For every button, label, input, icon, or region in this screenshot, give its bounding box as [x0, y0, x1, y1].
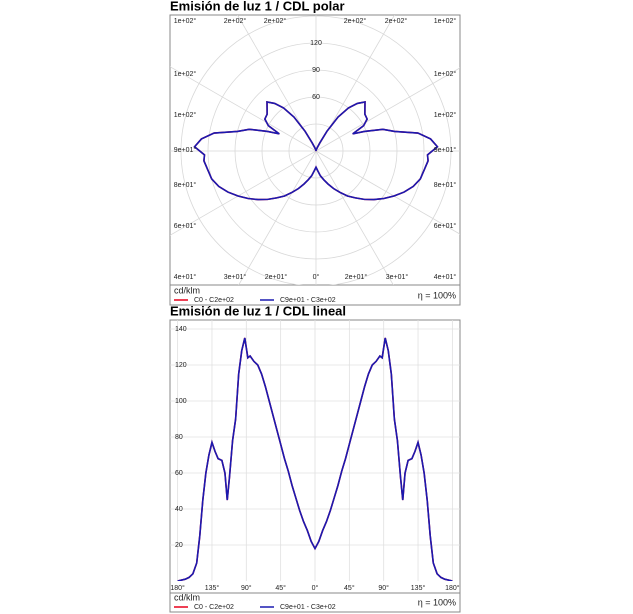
- grid-spoke: [315, 150, 460, 235]
- x-tick-label: 45°: [275, 584, 286, 592]
- efficiency: η = 100%: [418, 597, 456, 607]
- polar-plot: [170, 15, 460, 285]
- angle-label: 8e+01°: [174, 181, 197, 189]
- r-tick-label: 120: [310, 40, 322, 47]
- legend-label: C9e+01 - C3e+02: [280, 604, 336, 611]
- angle-label: 0°: [313, 273, 320, 281]
- angle-label: 9e+01°: [174, 146, 197, 154]
- polar-curve: [193, 101, 439, 201]
- angle-label: 1e+02°: [434, 17, 457, 25]
- y-tick-label: 60: [175, 470, 183, 477]
- angle-label: 2e+01°: [345, 273, 368, 281]
- angle-label: 2e+02°: [224, 17, 247, 25]
- angle-label: 1e+02°: [174, 70, 197, 78]
- angle-label: 2e+02°: [385, 17, 408, 25]
- grid-spoke: [315, 15, 395, 152]
- x-tick-label: 135°: [205, 584, 220, 592]
- efficiency: η = 100%: [418, 290, 456, 300]
- y-tick-label: 80: [175, 434, 183, 441]
- angle-label: 1e+02°: [174, 17, 197, 25]
- y-tick-label: 140: [175, 326, 187, 333]
- y-tick-label: 40: [175, 506, 183, 513]
- legend-label: C0 - C2e+02: [194, 297, 234, 304]
- x-tick-label: 90°: [241, 584, 252, 592]
- angle-label: 2e+02°: [264, 17, 287, 25]
- angle-label: 1e+02°: [434, 111, 457, 119]
- grid-spoke: [315, 150, 394, 285]
- angle-label: 4e+01°: [434, 273, 457, 281]
- unit-label: cd/klm: [174, 285, 200, 295]
- y-tick-label: 20: [175, 542, 183, 549]
- angle-label: 6e+01°: [434, 222, 457, 230]
- x-tick-label: 180°: [170, 584, 185, 592]
- angle-label: 2e+02°: [344, 17, 367, 25]
- unit-label: cd/klm: [174, 592, 200, 602]
- legend-label: C0 - C2e+02: [194, 604, 234, 611]
- x-tick-label: 45°: [344, 584, 355, 592]
- r-tick-label: 90: [312, 67, 320, 74]
- y-tick-label: 120: [175, 362, 187, 369]
- r-tick-label: 60: [312, 94, 320, 101]
- grid-spoke: [170, 150, 317, 236]
- angle-label: 1e+02°: [174, 111, 197, 119]
- grid-spoke: [237, 15, 317, 152]
- grid-spoke: [315, 67, 460, 152]
- angle-label: 3e+01°: [386, 273, 409, 281]
- angle-label: 2e+01°: [265, 273, 288, 281]
- angle-label: 3e+01°: [224, 273, 247, 281]
- x-tick-label: 135°: [411, 584, 426, 592]
- chart-title: Emisión de luz 1 / CDL lineal: [170, 303, 346, 318]
- frame: [169, 14, 461, 306]
- angle-label: 8e+01°: [434, 181, 457, 189]
- x-tick-label: 0°: [312, 584, 319, 592]
- y-tick-label: 100: [175, 398, 187, 405]
- angle-label: 6e+01°: [174, 222, 197, 230]
- chart-title: Emisión de luz 1 / CDL polar: [170, 0, 345, 13]
- line-series: [177, 337, 453, 581]
- line-plot: [170, 320, 460, 581]
- x-tick-label: 90°: [378, 584, 389, 592]
- grid-spoke: [238, 150, 317, 285]
- grid-spoke: [170, 66, 317, 152]
- angle-label: 1e+02°: [434, 70, 457, 78]
- angle-label: 9e+01°: [434, 146, 457, 154]
- x-tick-label: 180°: [445, 584, 460, 592]
- legend-label: C9e+01 - C3e+02: [280, 297, 336, 304]
- angle-label: 4e+01°: [174, 273, 197, 281]
